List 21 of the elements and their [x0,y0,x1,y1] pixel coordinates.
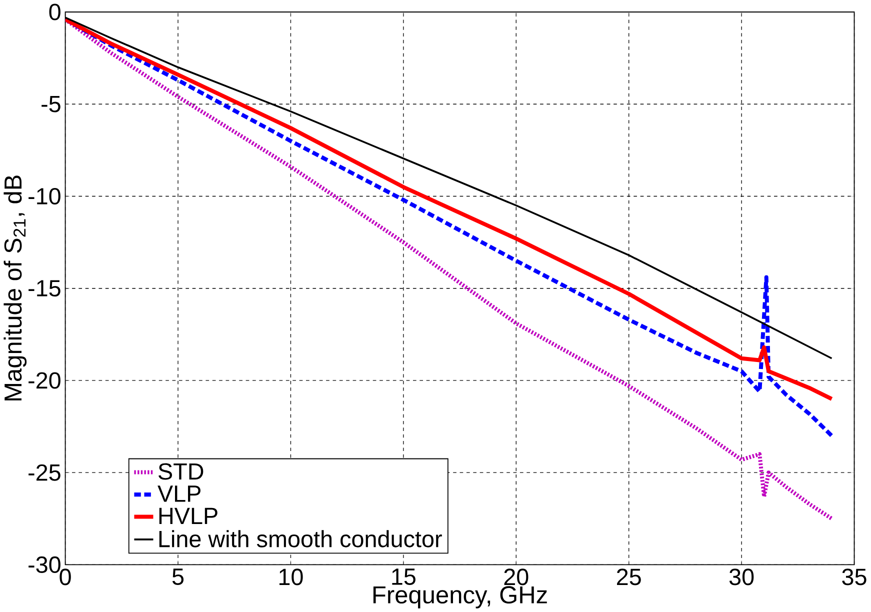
legend-label: HVLP [159,508,218,524]
x-tick-label: 15 [392,568,416,585]
y-tick-label: 0 [49,4,60,20]
x-axis-title: Frequency, GHz [373,586,547,608]
x-tick-label: 20 [504,568,528,586]
legend-label: VLP [158,486,200,502]
x-tick-label: 5 [172,568,184,585]
y-axis-title: Magnitude of S$_{21}$, dB [4,176,27,400]
y-tick-label: -25 [28,464,60,481]
y-tick-label: -10 [28,188,60,204]
x-tick-label: 30 [729,568,754,586]
legend-label: Line with smooth conductor [159,530,442,548]
x-tick-label: 0 [60,568,71,586]
y-tick-label: -15 [28,280,60,296]
x-tick-label: 35 [842,568,866,586]
legend-label: STD [158,463,204,480]
x-tick-label: 10 [279,568,303,586]
y-tick-label: -5 [42,96,60,112]
x-tick-label: 25 [617,568,641,586]
y-tick-label: -30 [28,556,60,573]
y-tick-label: -20 [28,372,60,389]
